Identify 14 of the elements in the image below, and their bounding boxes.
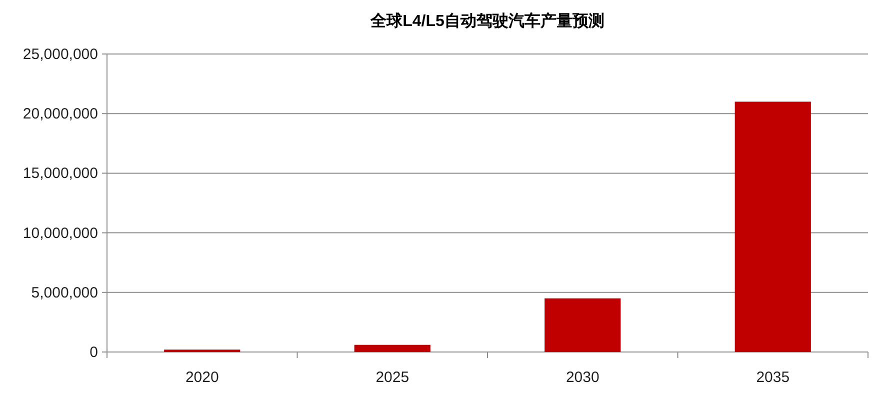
bar bbox=[354, 344, 430, 352]
y-tick-label: 20,000,000 bbox=[22, 106, 98, 123]
x-tick-label: 2035 bbox=[756, 369, 790, 386]
x-tick-label: 2020 bbox=[185, 369, 219, 386]
x-tick-label: 2030 bbox=[566, 369, 600, 386]
y-tick-label: 25,000,000 bbox=[22, 46, 98, 63]
y-tick-label: 5,000,000 bbox=[31, 284, 98, 302]
bar bbox=[544, 298, 621, 352]
y-tick-label: 15,000,000 bbox=[22, 165, 98, 182]
bar bbox=[734, 102, 811, 352]
x-tick-label: 2025 bbox=[376, 369, 410, 386]
y-tick-label: 0 bbox=[90, 344, 98, 361]
chart-title: 全球L4/L5自动驾驶汽车产量预测 bbox=[370, 12, 604, 30]
y-tick-label: 10,000,000 bbox=[22, 224, 98, 242]
